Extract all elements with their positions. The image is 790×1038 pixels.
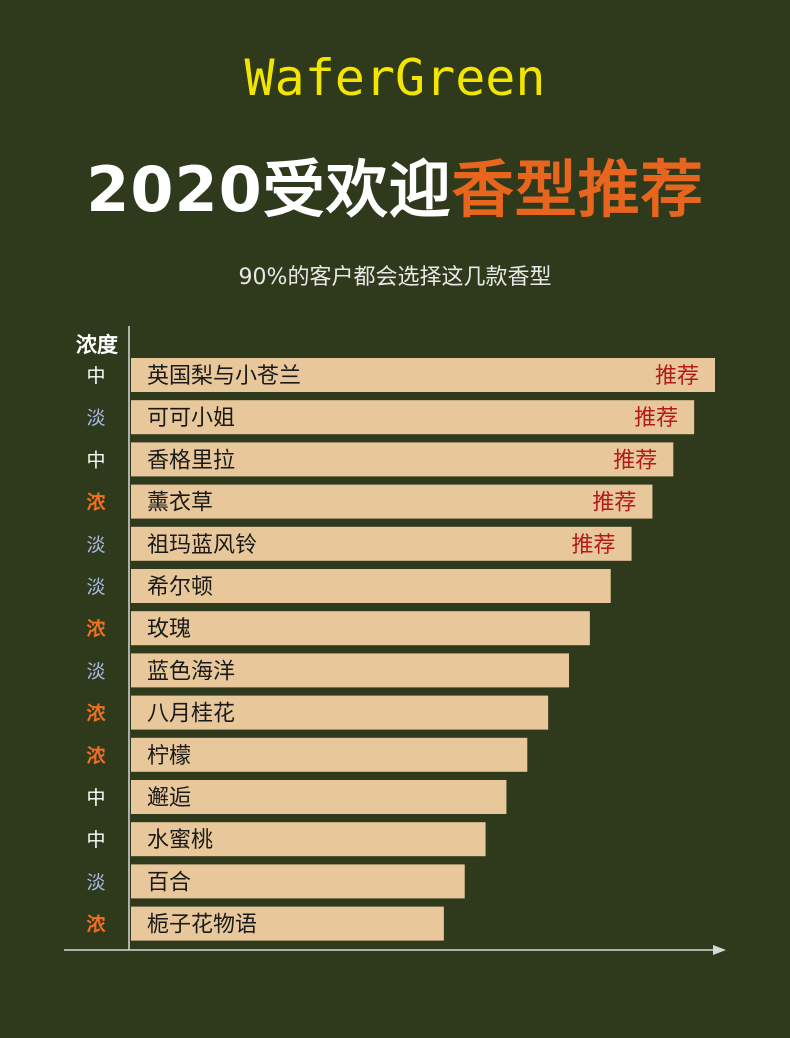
bar-label: 英国梨与小苍兰	[147, 364, 301, 389]
bar	[131, 442, 674, 477]
strength-label: 中	[86, 787, 105, 809]
bar-label: 可可小姐	[147, 406, 235, 431]
bar-label: 邂逅	[147, 786, 191, 811]
bar-label: 百合	[147, 870, 191, 895]
bar-label: 祖玛蓝风铃	[147, 533, 257, 558]
strength-label: 中	[86, 829, 105, 851]
strength-label: 浓	[86, 703, 106, 725]
bar	[131, 864, 465, 899]
bar	[131, 695, 549, 730]
bar-label: 玫瑰	[147, 617, 191, 642]
recommend-badge: 推荐	[655, 364, 699, 389]
bar-label: 柠檬	[147, 744, 191, 769]
bar	[131, 611, 590, 646]
bar	[131, 569, 611, 603]
bar-label: 香格里拉	[147, 448, 235, 473]
bar	[131, 358, 715, 392]
bar-label: 栀子花物语	[147, 913, 257, 938]
bar	[131, 526, 632, 561]
bar-label: 水蜜桃	[147, 828, 213, 853]
strength-label: 浓	[86, 914, 106, 936]
strength-label: 淡	[86, 576, 105, 598]
strength-label: 淡	[86, 407, 105, 429]
bar	[131, 780, 507, 814]
bar-label: 薰衣草	[147, 491, 213, 516]
x-axis-arrow-icon	[713, 945, 726, 955]
strength-label: 淡	[86, 534, 105, 556]
recommend-badge: 推荐	[613, 448, 657, 473]
bar	[131, 484, 653, 519]
bar-label: 希尔顿	[147, 575, 213, 600]
bar-label: 八月桂花	[147, 702, 235, 727]
recommend-badge: 推荐	[572, 533, 616, 558]
bar	[131, 822, 486, 857]
brand-title: WaferGreen	[244, 49, 546, 107]
y-axis-label: 浓度	[76, 333, 118, 357]
bar	[131, 653, 569, 688]
strength-label: 淡	[86, 660, 105, 682]
recommend-badge: 推荐	[592, 491, 636, 516]
bar	[131, 400, 695, 435]
strength-label: 浓	[86, 492, 106, 514]
bar-label: 蓝色海洋	[147, 659, 235, 684]
headline: 2020受欢迎香型推荐	[0, 150, 790, 230]
strength-label: 浓	[86, 745, 106, 767]
strength-label: 中	[86, 449, 105, 471]
bar	[131, 737, 528, 772]
subtitle: 90%的客户都会选择这几款香型	[238, 265, 552, 290]
strength-label: 中	[86, 365, 105, 387]
recommend-badge: 推荐	[634, 406, 678, 431]
headline-highlight: 香型推荐	[451, 153, 704, 226]
strength-label: 浓	[86, 618, 106, 640]
headline-year: 2020受欢迎	[86, 153, 452, 226]
bar	[131, 906, 444, 941]
strength-label: 淡	[86, 871, 105, 893]
